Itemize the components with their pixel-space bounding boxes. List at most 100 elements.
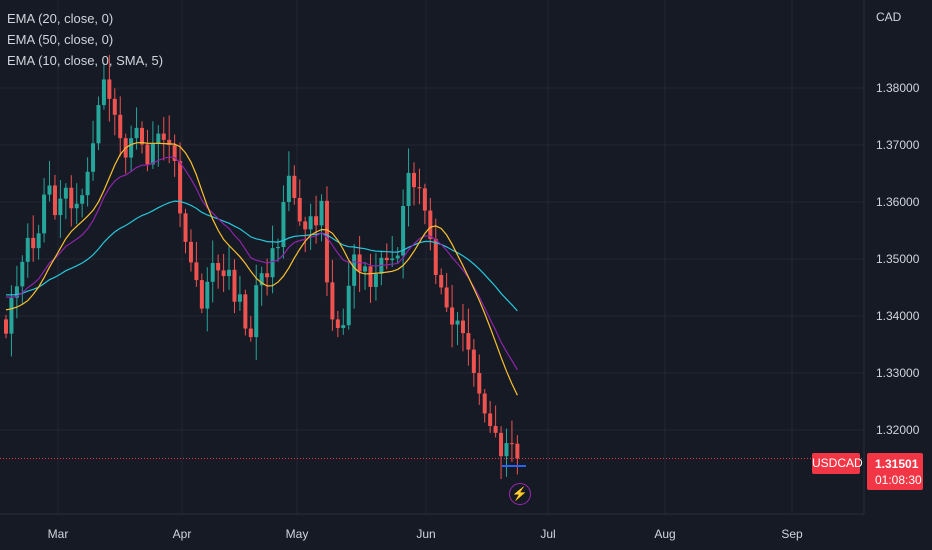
candle-up	[101, 79, 106, 106]
candle-down	[178, 160, 183, 214]
candle-up	[227, 269, 232, 277]
price-tick-label: 1.34000	[876, 309, 920, 323]
candle-down	[368, 266, 373, 287]
candle-down	[194, 262, 199, 281]
candle-down	[428, 210, 433, 240]
candle-up	[25, 237, 30, 262]
candle-up	[281, 202, 286, 248]
time-tick-label: Aug	[654, 527, 675, 541]
candle-down	[292, 175, 297, 199]
price-tick-label: 1.33000	[876, 366, 920, 380]
candlestick-series	[4, 54, 520, 480]
candle-up	[237, 294, 242, 302]
candle-down	[243, 294, 248, 329]
ema-50-line	[5, 200, 518, 312]
lightning-icon[interactable]: ⚡	[509, 483, 531, 505]
indicator-legend: EMA (20, close, 0) EMA (50, close, 0) EM…	[7, 8, 163, 71]
candle-down	[460, 320, 465, 334]
candle-down	[167, 139, 172, 145]
candle-down	[422, 188, 427, 211]
candle-up	[205, 281, 210, 309]
candle-up	[319, 200, 324, 226]
time-tick-label: Jun	[416, 527, 435, 541]
time-tick-label: Sep	[781, 527, 803, 541]
candle-down	[433, 239, 438, 275]
candle-up	[210, 262, 215, 282]
price-tick-label: 1.36000	[876, 195, 920, 209]
candle-up	[259, 273, 264, 286]
candle-down	[31, 237, 36, 249]
candle-down	[515, 443, 520, 459]
candle-up	[74, 203, 79, 209]
legend-ema-10[interactable]: EMA (10, close, 0, SMA, 5)	[7, 53, 164, 68]
candle-up	[352, 254, 357, 286]
candle-up	[134, 127, 139, 139]
candle-down	[439, 274, 444, 288]
time-tick-label: Jul	[540, 527, 555, 541]
legend-ema-50[interactable]: EMA (50, close, 0)	[7, 32, 114, 47]
ema-20-line	[6, 156, 518, 371]
candle-up	[286, 175, 291, 202]
candle-down	[493, 426, 498, 433]
candle-up	[96, 105, 101, 144]
candle-up	[504, 443, 509, 457]
candle-down	[118, 114, 123, 139]
candle-down	[248, 328, 253, 338]
candle-down	[303, 221, 308, 230]
bar-countdown: 01:08:30	[875, 473, 922, 487]
candle-up	[455, 320, 460, 325]
candle-up	[91, 143, 96, 172]
grid-lines	[0, 0, 864, 514]
candle-down	[466, 333, 471, 350]
currency-label: CAD	[876, 10, 902, 24]
candle-down	[384, 257, 389, 261]
candle-down	[216, 262, 221, 271]
price-tick-label: 1.35000	[876, 252, 920, 266]
candle-down	[161, 133, 166, 140]
candle-down	[314, 216, 319, 226]
time-tick-label: Apr	[173, 527, 192, 541]
candle-up	[346, 285, 351, 326]
candle-down	[221, 270, 226, 277]
candle-up	[9, 297, 14, 334]
candle-up	[406, 172, 411, 206]
candle-down	[199, 280, 204, 309]
candle-down	[444, 287, 449, 308]
candle-up	[270, 248, 275, 278]
last-price-badge: 1.31501 01:08:30	[867, 453, 923, 490]
candle-up	[42, 194, 47, 234]
time-tick-label: Mar	[48, 527, 69, 541]
candle-up	[80, 195, 85, 204]
price-tick-label: 1.38000	[876, 81, 920, 95]
candle-down	[265, 273, 270, 278]
price-tick-label: 1.32000	[876, 423, 920, 437]
last-price-value: 1.31501	[875, 457, 919, 471]
candle-down	[471, 349, 476, 373]
ema-10-line	[5, 141, 518, 396]
candle-up	[341, 325, 346, 328]
price-axis[interactable]: 1.38000 1.37000 1.36000 1.35000 1.34000 1.330…	[876, 81, 920, 437]
candle-down	[188, 241, 193, 263]
candle-down	[324, 200, 329, 283]
candle-down	[488, 413, 493, 427]
candle-up	[129, 138, 134, 158]
candle-down	[172, 145, 177, 161]
candle-down	[482, 393, 487, 414]
candle-down	[4, 319, 8, 334]
candle-up	[276, 247, 280, 249]
candle-down	[52, 185, 57, 216]
candle-up	[156, 133, 161, 144]
candle-up	[58, 198, 63, 216]
legend-ema-20[interactable]: EMA (20, close, 0)	[7, 11, 114, 26]
candle-down	[232, 269, 237, 302]
time-tick-label: May	[286, 527, 309, 541]
candle-up	[373, 273, 378, 287]
time-axis[interactable]: Mar Apr May Jun Jul Aug Sep	[48, 527, 803, 541]
candle-down	[477, 373, 482, 394]
candle-down	[297, 198, 302, 222]
candle-down	[412, 172, 416, 188]
candle-down	[335, 319, 340, 328]
candle-up	[63, 187, 68, 199]
price-tick-label: 1.37000	[876, 138, 920, 152]
